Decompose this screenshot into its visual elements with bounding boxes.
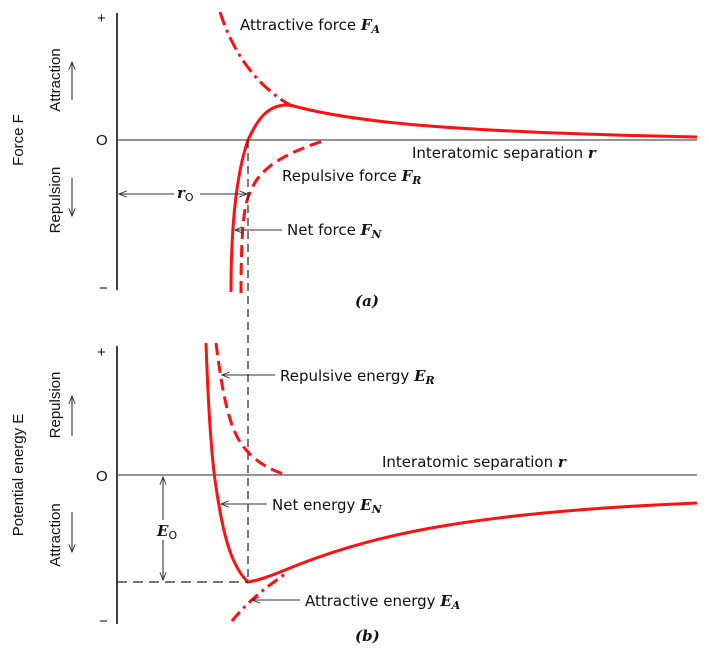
attractive-force-curve-dashdot	[218, 11, 291, 107]
e0-label: EO	[156, 522, 177, 542]
attraction-label: Attraction	[47, 503, 64, 566]
attraction-label: Attraction	[47, 48, 64, 111]
attractive-force-label: Attractive force FA	[240, 16, 381, 36]
r0-label: rO	[177, 184, 194, 204]
minus-tick: −	[99, 280, 108, 297]
minus-tick: −	[99, 613, 108, 630]
attractive-energy-label: Attractive energy EA	[305, 592, 461, 612]
force-axis-label: Force F	[10, 114, 27, 166]
net-energy-curve	[204, 342, 698, 584]
net-energy-label: Net energy EN	[272, 496, 383, 516]
repulsive-energy-label: Repulsive energy ER	[280, 367, 435, 387]
repulsive-energy-curve	[214, 342, 288, 477]
zero-tick: O	[96, 468, 108, 485]
caption-a: (a)	[355, 292, 379, 310]
net-force-label: Net force FN	[287, 221, 382, 241]
repulsive-force-label: Repulsive force FR	[282, 167, 421, 187]
force-x-axis-label: Interatomic separation r	[412, 144, 597, 162]
plus-tick: +	[97, 10, 106, 27]
net-force-curve	[229, 103, 293, 293]
panel-b-energy: + O − Potential energy E Repulsion Attra…	[10, 342, 698, 645]
repulsive-force-curve	[239, 139, 324, 294]
plus-tick: +	[97, 344, 106, 361]
energy-x-axis-label: Interatomic separation r	[382, 453, 567, 471]
repulsion-label: Repulsion	[47, 372, 64, 439]
zero-tick: O	[96, 132, 108, 149]
attractive-force-curve	[289, 103, 698, 139]
repulsion-label: Repulsion	[47, 167, 64, 234]
caption-b: (b)	[355, 627, 380, 645]
energy-axis-label: Potential energy E	[10, 414, 27, 537]
panel-a-force: + O − Force F Attraction Repulsion rO At…	[10, 10, 698, 583]
